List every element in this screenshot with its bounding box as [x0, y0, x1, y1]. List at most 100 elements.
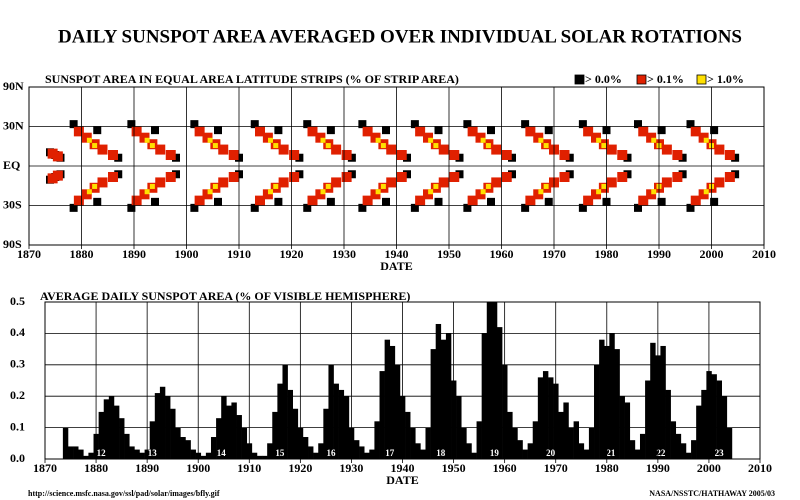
sunspot-cell: [543, 143, 549, 149]
bar: [73, 446, 79, 459]
sunspot-cell: [724, 171, 735, 182]
sunspot-cell: [273, 143, 279, 149]
bar: [466, 443, 472, 459]
bar: [139, 452, 145, 459]
sunspot-cell: [139, 189, 150, 200]
sunspot-cell: [565, 170, 574, 179]
sunspot-cell: [480, 189, 486, 195]
footer-url: http://science.msfc.nasa.gov/ssl/pad/sol…: [28, 489, 220, 498]
sunspot-cell: [52, 151, 63, 162]
x-tick-label: 1870: [33, 461, 57, 475]
x-tick-label: 1950: [442, 461, 466, 475]
x-tick-label: 1970: [542, 247, 566, 261]
sunspot-cell: [525, 195, 536, 206]
sunspot-cell: [228, 171, 239, 182]
sunspot-cell: [690, 195, 701, 206]
bar: [476, 421, 482, 459]
sunspot-cell: [714, 144, 725, 155]
sunspot-cell: [69, 120, 78, 129]
sunspot-cell: [131, 195, 142, 206]
sunspot-cell: [403, 170, 411, 179]
sunspot-cell: [47, 148, 58, 159]
bar: [62, 427, 69, 459]
bar: [665, 389, 671, 459]
bar: [435, 323, 442, 459]
sunspot-cell: [375, 189, 381, 195]
x-tick-label: 2000: [700, 247, 724, 261]
bar: [129, 446, 135, 459]
sunspot-cell: [92, 143, 98, 149]
bar: [154, 393, 161, 459]
bar: [338, 389, 345, 459]
bar: [119, 418, 125, 459]
bar: [542, 371, 549, 459]
x-tick-label: 1990: [647, 247, 671, 261]
sunspot-cell: [207, 137, 213, 143]
sunspot-cell: [698, 189, 709, 200]
sunspot-cell: [202, 189, 213, 200]
sunspot-cell: [533, 132, 544, 143]
sunspot-cell: [127, 120, 136, 129]
sunspot-cell: [331, 177, 342, 188]
sunspot-cell: [410, 203, 419, 212]
sunspot-cell: [386, 177, 397, 188]
x-tick-label: 1980: [595, 461, 619, 475]
x-tick-label: 1880: [84, 461, 108, 475]
sunspot-cell: [69, 203, 78, 212]
sunspot-cell: [661, 144, 672, 155]
sunspot-cell: [278, 177, 289, 188]
x-tick-label: 1930: [339, 461, 363, 475]
sunspot-cell: [710, 126, 719, 135]
x-tick-label: 1890: [122, 247, 146, 261]
bar: [650, 342, 656, 459]
bar: [149, 421, 156, 459]
x-tick-label: 1960: [493, 461, 517, 475]
sunspot-cell: [521, 203, 530, 212]
sunspot-cell: [433, 143, 439, 149]
bar: [471, 452, 477, 459]
bar: [716, 380, 722, 459]
y-tick-label: 0.4: [10, 325, 25, 339]
sunspot-cell: [467, 126, 478, 137]
bar: [512, 427, 518, 459]
sunspot-cell: [606, 144, 617, 155]
sunspot-cell: [325, 183, 331, 189]
x-tick-label: 1880: [70, 247, 94, 261]
sunspot-cell: [320, 137, 326, 143]
bar: [573, 421, 579, 459]
sunspot-cell: [601, 183, 607, 189]
bar: [113, 405, 120, 459]
sunspot-cell: [455, 153, 464, 162]
sunspot-cell: [724, 150, 735, 161]
x-tick-label: 2010: [748, 461, 772, 475]
sunspot-cell: [326, 197, 335, 206]
sunspot-cell: [428, 189, 434, 195]
x-tick-label: 1990: [646, 461, 670, 475]
plot-frame: [44, 301, 761, 460]
sunspot-cell: [214, 126, 222, 135]
sunspot-cell: [714, 177, 725, 188]
sunspot-cell: [97, 177, 108, 188]
sunspot-cell: [92, 183, 98, 189]
sunspot-cell: [268, 137, 273, 143]
cycle-label: 20: [546, 448, 556, 458]
cycle-label: 17: [385, 448, 395, 458]
x-tick-label: 1900: [175, 247, 199, 261]
bar: [527, 443, 534, 459]
bar: [486, 302, 493, 459]
cycle-label: 23: [715, 448, 725, 458]
bar: [364, 452, 370, 459]
sunspot-cell: [698, 132, 709, 143]
y-tick-label: EQ: [3, 158, 20, 172]
sunspot-cell: [475, 189, 486, 200]
bar: [205, 452, 212, 459]
bar: [318, 443, 324, 459]
plot-frame: [28, 86, 765, 246]
sunspot-cell: [686, 120, 695, 129]
bar: [496, 327, 503, 459]
sunspot-cell: [386, 144, 397, 155]
sunspot-cell: [114, 170, 123, 179]
sunspot-cell: [487, 197, 495, 206]
sunspot-cell: [97, 144, 108, 155]
sunspot-cell: [415, 126, 426, 137]
